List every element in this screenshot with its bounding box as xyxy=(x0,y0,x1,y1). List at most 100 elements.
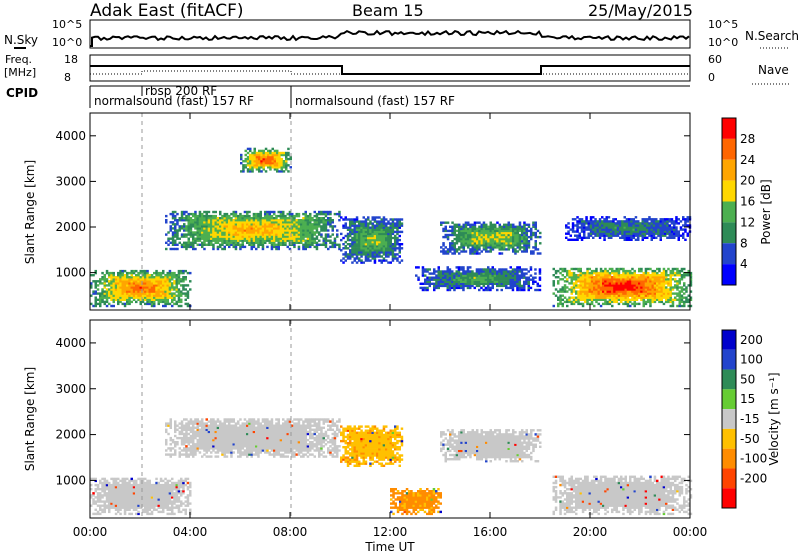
scatter-cell xyxy=(324,210,328,214)
scatter-cell xyxy=(110,500,113,503)
scatter-cell xyxy=(176,229,179,232)
scatter-cell xyxy=(183,212,186,216)
scatter-cell xyxy=(649,300,652,304)
scatter-cell xyxy=(114,294,118,297)
scatter-cell xyxy=(496,278,499,281)
scatter-cell xyxy=(455,237,459,241)
scatter-cell xyxy=(518,248,522,251)
scatter-cell xyxy=(471,229,474,233)
scatter-cell xyxy=(652,222,656,225)
scatter-cell xyxy=(187,212,190,216)
scatter-cell xyxy=(146,298,149,301)
scatter-cell xyxy=(94,477,97,481)
scatter-cell xyxy=(594,228,597,231)
scatter-cell xyxy=(192,225,195,228)
scatter-cell xyxy=(633,269,636,273)
scatter-cell xyxy=(94,269,97,273)
scatter-cell xyxy=(110,488,113,491)
scatter-cell xyxy=(369,238,372,242)
scatter-cell xyxy=(638,284,641,287)
scatter-cell xyxy=(480,229,483,233)
scatter-cell xyxy=(634,216,638,219)
scatter-cell xyxy=(650,226,653,229)
scatter-cell xyxy=(126,296,129,299)
scatter-cell xyxy=(219,235,222,238)
scatter-cell xyxy=(239,212,242,216)
scatter-cell xyxy=(214,227,217,230)
scatter-cell xyxy=(620,274,623,277)
scatter-cell xyxy=(601,222,604,225)
scatter-cell xyxy=(661,220,665,223)
scatter-cell xyxy=(394,238,397,242)
scatter-cell xyxy=(644,269,648,273)
scatter-cell xyxy=(318,243,321,246)
scatter-cell xyxy=(295,229,298,232)
scatter-cell xyxy=(611,278,614,281)
scatter-cell xyxy=(108,296,111,299)
scatter-cell xyxy=(659,220,662,223)
scatter-cell xyxy=(164,298,167,301)
scatter-cell xyxy=(94,296,97,299)
scatter-cell xyxy=(232,231,235,234)
scatter-cell xyxy=(105,288,109,291)
scatter-cell xyxy=(656,298,659,301)
scatter-cell xyxy=(201,233,204,236)
scatter-cell xyxy=(237,231,240,234)
scatter-cell xyxy=(666,218,669,221)
scatter-cell xyxy=(653,269,657,273)
scatter-cell xyxy=(484,282,488,285)
scatter-cell xyxy=(355,249,359,252)
scatter-cell xyxy=(532,246,535,249)
scatter-cell xyxy=(258,160,261,163)
scatter-cell xyxy=(186,302,190,306)
scatter-cell xyxy=(677,232,680,235)
scatter-cell xyxy=(588,280,591,283)
scatter-cell xyxy=(286,245,289,249)
scatter-cell xyxy=(512,231,515,235)
scatter-cell xyxy=(494,231,497,235)
scatter-cell xyxy=(655,232,658,235)
scatter-cell xyxy=(565,236,568,239)
scatter-cell xyxy=(385,245,388,248)
scatter-cell xyxy=(141,286,145,289)
scatter-cell xyxy=(369,243,372,246)
scatter-cell xyxy=(625,236,629,239)
scatter-cell xyxy=(660,278,663,281)
scatter-cell xyxy=(121,298,124,301)
scatter-cell xyxy=(642,284,645,287)
scatter-cell xyxy=(577,296,580,299)
scatter-cell xyxy=(219,212,222,216)
scatter-cell xyxy=(641,234,644,237)
scatter-cell xyxy=(268,221,271,224)
scatter-cell xyxy=(658,278,661,281)
scatter-cell xyxy=(662,302,666,306)
scatter-cell xyxy=(433,282,436,285)
scatter-cell xyxy=(271,164,274,167)
scatter-cell xyxy=(333,237,337,240)
scatter-cell xyxy=(676,294,679,297)
scatter-cell xyxy=(557,298,560,301)
scatter-cell xyxy=(182,271,185,275)
scatter-cell xyxy=(248,239,251,242)
scatter-cell xyxy=(110,288,113,291)
scatter-cell xyxy=(525,235,528,239)
scatter-cell xyxy=(376,226,379,229)
scatter-cell xyxy=(674,292,677,295)
scatter-cell xyxy=(430,272,434,275)
scatter-cell xyxy=(673,224,676,227)
scatter-cell xyxy=(139,290,142,293)
scatter-cell xyxy=(309,233,312,236)
scatter-cell xyxy=(241,223,244,226)
scatter-cell xyxy=(625,234,629,237)
scatter-cell xyxy=(173,292,176,295)
scatter-cell xyxy=(651,276,654,279)
scatter-cell xyxy=(198,217,202,220)
scatter-cell xyxy=(155,274,158,277)
scatter-cell xyxy=(671,269,675,273)
scatter-cell xyxy=(103,300,106,304)
scatter-cell xyxy=(457,276,461,279)
scatter-cell xyxy=(391,257,395,260)
scatter-cell xyxy=(219,229,222,232)
scatter-cell xyxy=(652,228,656,231)
scatter-cell xyxy=(622,292,625,295)
